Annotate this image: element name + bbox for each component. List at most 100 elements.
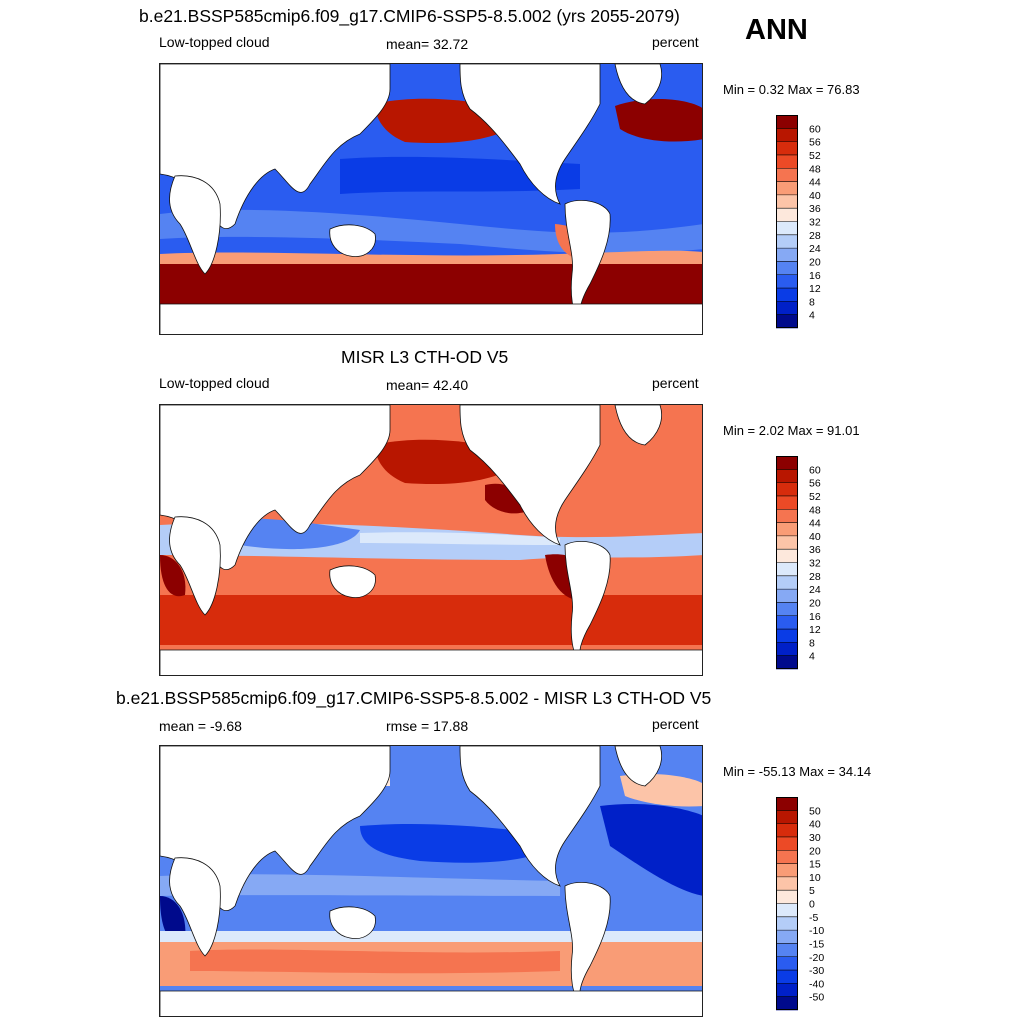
colorbar-3-box-2	[776, 823, 798, 838]
colorbar-1-box-11	[776, 261, 798, 276]
colorbar-2-label-3: 48	[809, 504, 821, 516]
panel-2-california-stratus	[485, 483, 530, 514]
panel-3-tropical-neutral	[160, 874, 560, 896]
panel-1-north-atlantic-high	[615, 98, 702, 142]
colorbar-2-label-13: 8	[809, 637, 815, 649]
colorbar-3-label-10: -15	[809, 938, 824, 950]
panel-1-colorbar: 60 56 52 48 44 40 36 32 28 24 20 16 12 8 4	[776, 115, 846, 329]
colorbar-2-box-0	[776, 456, 798, 470]
panel-3-land-antarctica	[160, 990, 702, 1016]
colorbar-2-label-1: 56	[809, 478, 821, 490]
colorbar-1-box-4	[776, 168, 798, 182]
colorbar-3-label-11: -20	[809, 952, 824, 964]
colorbar-2-box-9	[776, 575, 798, 590]
colorbar-2-box-6	[776, 535, 798, 550]
panel-3-units: percent	[652, 716, 699, 732]
colorbar-1-box-2	[776, 141, 798, 156]
panel-1-land-north-america	[459, 64, 601, 205]
panel-1-land-australia	[329, 224, 376, 257]
colorbar-3-box-10	[776, 930, 798, 944]
colorbar-2-box-13	[776, 629, 798, 643]
colorbar-3-box-12	[776, 956, 798, 971]
colorbar-2-label-11: 16	[809, 611, 821, 623]
panel-1-title: b.e21.BSSP585cmip6.f09_g17.CMIP6-SSP5-8.…	[139, 6, 680, 26]
colorbar-3-box-5	[776, 863, 798, 878]
panel-2-land-north-america	[459, 405, 601, 546]
colorbar-1-label-7: 32	[809, 217, 821, 229]
colorbar-2-label-10: 20	[809, 597, 821, 609]
colorbar-1-label-14: 4	[809, 310, 815, 322]
panel-1-minmax: Min = 0.32 Max = 76.83	[723, 82, 860, 97]
panel-2-minmax: Min = 2.02 Max = 91.01	[723, 423, 860, 438]
colorbar-3-box-8	[776, 903, 798, 918]
colorbar-2-box-11	[776, 602, 798, 617]
colorbar-2-box-4	[776, 509, 798, 523]
colorbar-3-label-8: -5	[809, 912, 818, 924]
panel-3-land-south-america	[564, 882, 611, 1002]
colorbar-1-box-3	[776, 154, 798, 169]
panel-1-units: percent	[652, 34, 699, 50]
colorbar-1-box-15	[776, 314, 798, 329]
colorbar-1-label-4: 44	[809, 177, 821, 189]
colorbar-3-label-5: 10	[809, 872, 821, 884]
colorbar-2-label-9: 24	[809, 584, 821, 596]
panel-3-mean: mean = -9.68	[159, 718, 242, 734]
colorbar-1-label-2: 52	[809, 150, 821, 162]
colorbar-2-box-5	[776, 522, 798, 537]
panel-1-land-greenland	[614, 64, 662, 105]
panel-2-variable-label: Low-topped cloud	[159, 375, 270, 391]
colorbar-2-label-14: 4	[809, 651, 815, 663]
panel-1-land-antarctica	[160, 303, 702, 334]
panel-3-rmse: rmse = 17.88	[386, 718, 469, 734]
colorbar-1-box-6	[776, 194, 798, 209]
colorbar-1-box-8	[776, 221, 798, 236]
colorbar-1-label-8: 28	[809, 230, 821, 242]
colorbar-3-box-0	[776, 797, 798, 811]
colorbar-1-label-13: 8	[809, 296, 815, 308]
panel-3-colorbar: 50 40 30 20 15 10 5 0 -5 -10 -15 -20 -30 -40 -50	[776, 797, 846, 1011]
panel-2-colorbar: 60 56 52 48 44 40 36 32 28 24 20 16 12 8 4	[776, 456, 846, 670]
panel-1-north-pacific-band	[340, 156, 580, 194]
panel-1-map	[159, 63, 703, 335]
colorbar-1-box-14	[776, 301, 798, 315]
panel-3-deep-negative-north	[360, 824, 560, 863]
panel-2-title: MISR L3 CTH-OD V5	[341, 347, 509, 367]
panel-3-minmax: Min = -55.13 Max = 34.14	[723, 764, 872, 779]
colorbar-1-label-5: 40	[809, 190, 821, 202]
colorbar-1-label-11: 16	[809, 270, 821, 282]
panel-3-deep-negative-atlantic	[600, 804, 702, 896]
colorbar-2-label-2: 52	[809, 491, 821, 503]
colorbar-3-label-9: -10	[809, 925, 824, 937]
panel-1-variable-label: Low-topped cloud	[159, 34, 270, 50]
colorbar-2-box-14	[776, 642, 798, 656]
panel-1-mean: mean= 32.72	[386, 36, 469, 52]
panel-1-land-africa	[169, 175, 221, 275]
panel-3-namibia-negative	[160, 896, 186, 943]
colorbar-3-box-11	[776, 943, 798, 958]
colorbar-1-label-1: 56	[809, 137, 821, 149]
colorbar-1-box-10	[776, 248, 798, 262]
panel-3-map	[159, 745, 703, 1017]
panel-2-southern-ocean	[160, 595, 702, 645]
colorbar-2-box-10	[776, 589, 798, 603]
colorbar-3-label-2: 30	[809, 832, 821, 844]
colorbar-1-label-0: 60	[809, 123, 821, 135]
panel-3-land-africa	[169, 857, 221, 957]
colorbar-3-label-12: -30	[809, 965, 824, 977]
panel-3-land-australia	[329, 906, 376, 939]
colorbar-3-box-14	[776, 983, 798, 997]
colorbar-1-box-5	[776, 181, 798, 196]
colorbar-3-label-0: 50	[809, 805, 821, 817]
panel-3-southern-transition	[160, 931, 702, 944]
colorbar-2-box-12	[776, 615, 798, 630]
colorbar-3-box-3	[776, 836, 798, 851]
colorbar-3-label-14: -50	[809, 992, 824, 1004]
panel-2-namibia-stratus	[160, 555, 186, 597]
colorbar-1-label-10: 20	[809, 256, 821, 268]
colorbar-2-box-3	[776, 495, 798, 510]
colorbar-1-box-9	[776, 234, 798, 249]
colorbar-2-box-15	[776, 655, 798, 670]
panel-3-land-north-america	[459, 746, 601, 887]
colorbar-3-label-1: 40	[809, 819, 821, 831]
colorbar-3-box-9	[776, 916, 798, 931]
